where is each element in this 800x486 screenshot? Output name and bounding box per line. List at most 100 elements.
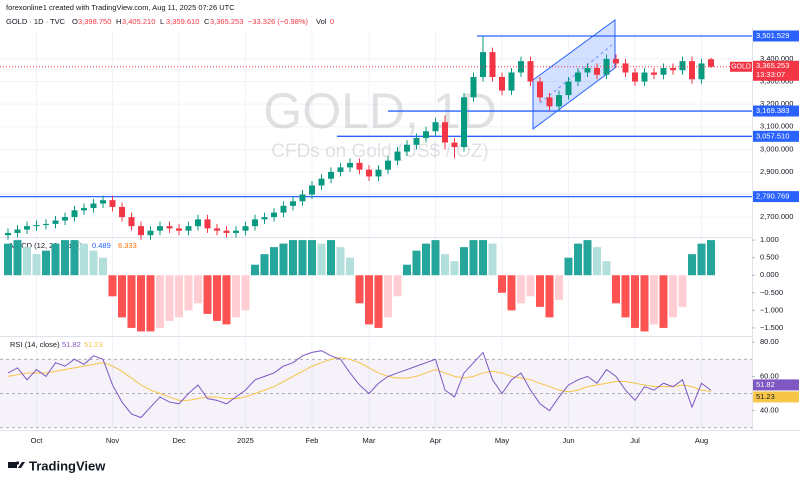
candle-body: [290, 201, 296, 206]
histogram-bar: [631, 275, 639, 328]
candle-body: [413, 138, 420, 145]
x-tick-label: Feb: [306, 436, 319, 445]
histogram-bar: [403, 264, 411, 276]
candle-body: [499, 77, 505, 91]
histogram-bar: [422, 243, 430, 276]
histogram-bar: [61, 240, 69, 276]
histogram-bar: [13, 240, 22, 276]
legend-key: H: [116, 17, 121, 26]
y-tick-label: −0.500: [760, 288, 783, 297]
x-tick-label: Aug: [695, 436, 708, 445]
volume: 0: [330, 17, 334, 26]
histogram-bar: [23, 247, 31, 276]
candle-body: [309, 185, 315, 195]
candle-body: [613, 58, 619, 64]
histogram-bar: [536, 275, 544, 307]
rsi-line: [7, 357, 712, 401]
histogram-bar: [355, 275, 364, 304]
histogram-bar: [374, 275, 383, 328]
y-tick-label: 0.000: [760, 270, 779, 279]
level-label: 3,057.510: [756, 131, 789, 140]
candle-body: [119, 206, 125, 218]
candle-body: [641, 72, 648, 82]
histogram-bar: [574, 243, 582, 276]
histogram-bar: [650, 275, 658, 325]
candle-body: [337, 167, 344, 172]
histogram-bar: [507, 275, 516, 311]
histogram-bar: [602, 261, 611, 276]
histogram-bar: [678, 275, 687, 307]
candle-body: [451, 142, 458, 148]
price-tag: GOLD: [731, 64, 751, 71]
histogram-bar: [640, 275, 649, 332]
x-tick-label: Nov: [106, 436, 120, 445]
candle-body: [157, 226, 163, 231]
candle-body: [223, 230, 230, 233]
histogram-bar: [564, 257, 573, 276]
histogram-bar: [184, 275, 193, 311]
histogram-bar: [213, 275, 221, 321]
y-tick-label: −1.000: [760, 305, 783, 314]
histogram-bar: [232, 275, 240, 318]
level-label-box: [753, 30, 799, 42]
rsi-header-value: 51.82: [62, 340, 81, 349]
candle-body: [651, 72, 657, 75]
level-label-box: [753, 191, 799, 203]
candle-body: [24, 226, 30, 230]
candle-body: [147, 230, 154, 236]
candle-body: [670, 67, 676, 71]
histogram-bar: [612, 275, 620, 304]
candle-body: [195, 219, 201, 227]
y-tick-label: −1.500: [760, 323, 783, 332]
candle-body: [280, 205, 287, 213]
candle-body: [385, 160, 391, 170]
histogram-bar: [365, 275, 373, 325]
rsi-last-label: 51.82: [756, 380, 775, 389]
candle-body: [375, 169, 382, 177]
histogram-bar: [659, 275, 668, 328]
candle-body: [632, 72, 638, 82]
histogram-bar: [270, 247, 278, 276]
y-tick-label: 40.00: [760, 406, 779, 415]
candle-body: [14, 229, 21, 233]
histogram-bar: [108, 275, 117, 297]
candle-body: [242, 226, 249, 231]
footer-brand: TradingView: [29, 458, 106, 473]
macd-value: 6.333: [118, 241, 137, 250]
histogram-bar: [80, 243, 88, 276]
candle-body: [252, 219, 258, 227]
change: −33.326 (−0.98%): [248, 17, 309, 26]
legend-key: O: [72, 17, 78, 26]
candle-body: [527, 61, 534, 82]
candle-body: [556, 95, 562, 107]
candle-body: [214, 228, 220, 231]
y-tick-label: 2,900.000: [760, 167, 793, 176]
histogram-bar: [146, 275, 155, 332]
last-price-box: [753, 60, 799, 81]
candle-body: [518, 61, 524, 73]
candle-body: [470, 77, 477, 98]
legend-value: 3,398.750: [78, 17, 111, 26]
last-price-label: 3,365.253: [756, 61, 789, 70]
y-tick-label: 3,000.000: [760, 144, 793, 153]
histogram-bar: [260, 254, 269, 276]
candle-body: [5, 232, 11, 236]
histogram-bar: [498, 275, 506, 293]
candle-body: [185, 226, 192, 231]
histogram-bar: [99, 257, 107, 276]
histogram-bar: [127, 275, 136, 328]
candle-body: [565, 81, 572, 96]
level-label: 3,501.529: [756, 31, 789, 40]
level-label-box: [753, 105, 799, 117]
x-tick-label: Dec: [172, 436, 186, 445]
candle-body: [708, 59, 714, 67]
x-tick-label: 2025: [237, 436, 254, 445]
y-tick-label: 2,700.000: [760, 212, 793, 221]
histogram-bar: [165, 275, 174, 321]
candle-body: [90, 203, 97, 209]
rsi-title: RSI (14, close): [10, 340, 60, 349]
histogram-bar: [118, 275, 126, 318]
channel: [532, 19, 616, 130]
x-tick-label: Jun: [562, 436, 574, 445]
